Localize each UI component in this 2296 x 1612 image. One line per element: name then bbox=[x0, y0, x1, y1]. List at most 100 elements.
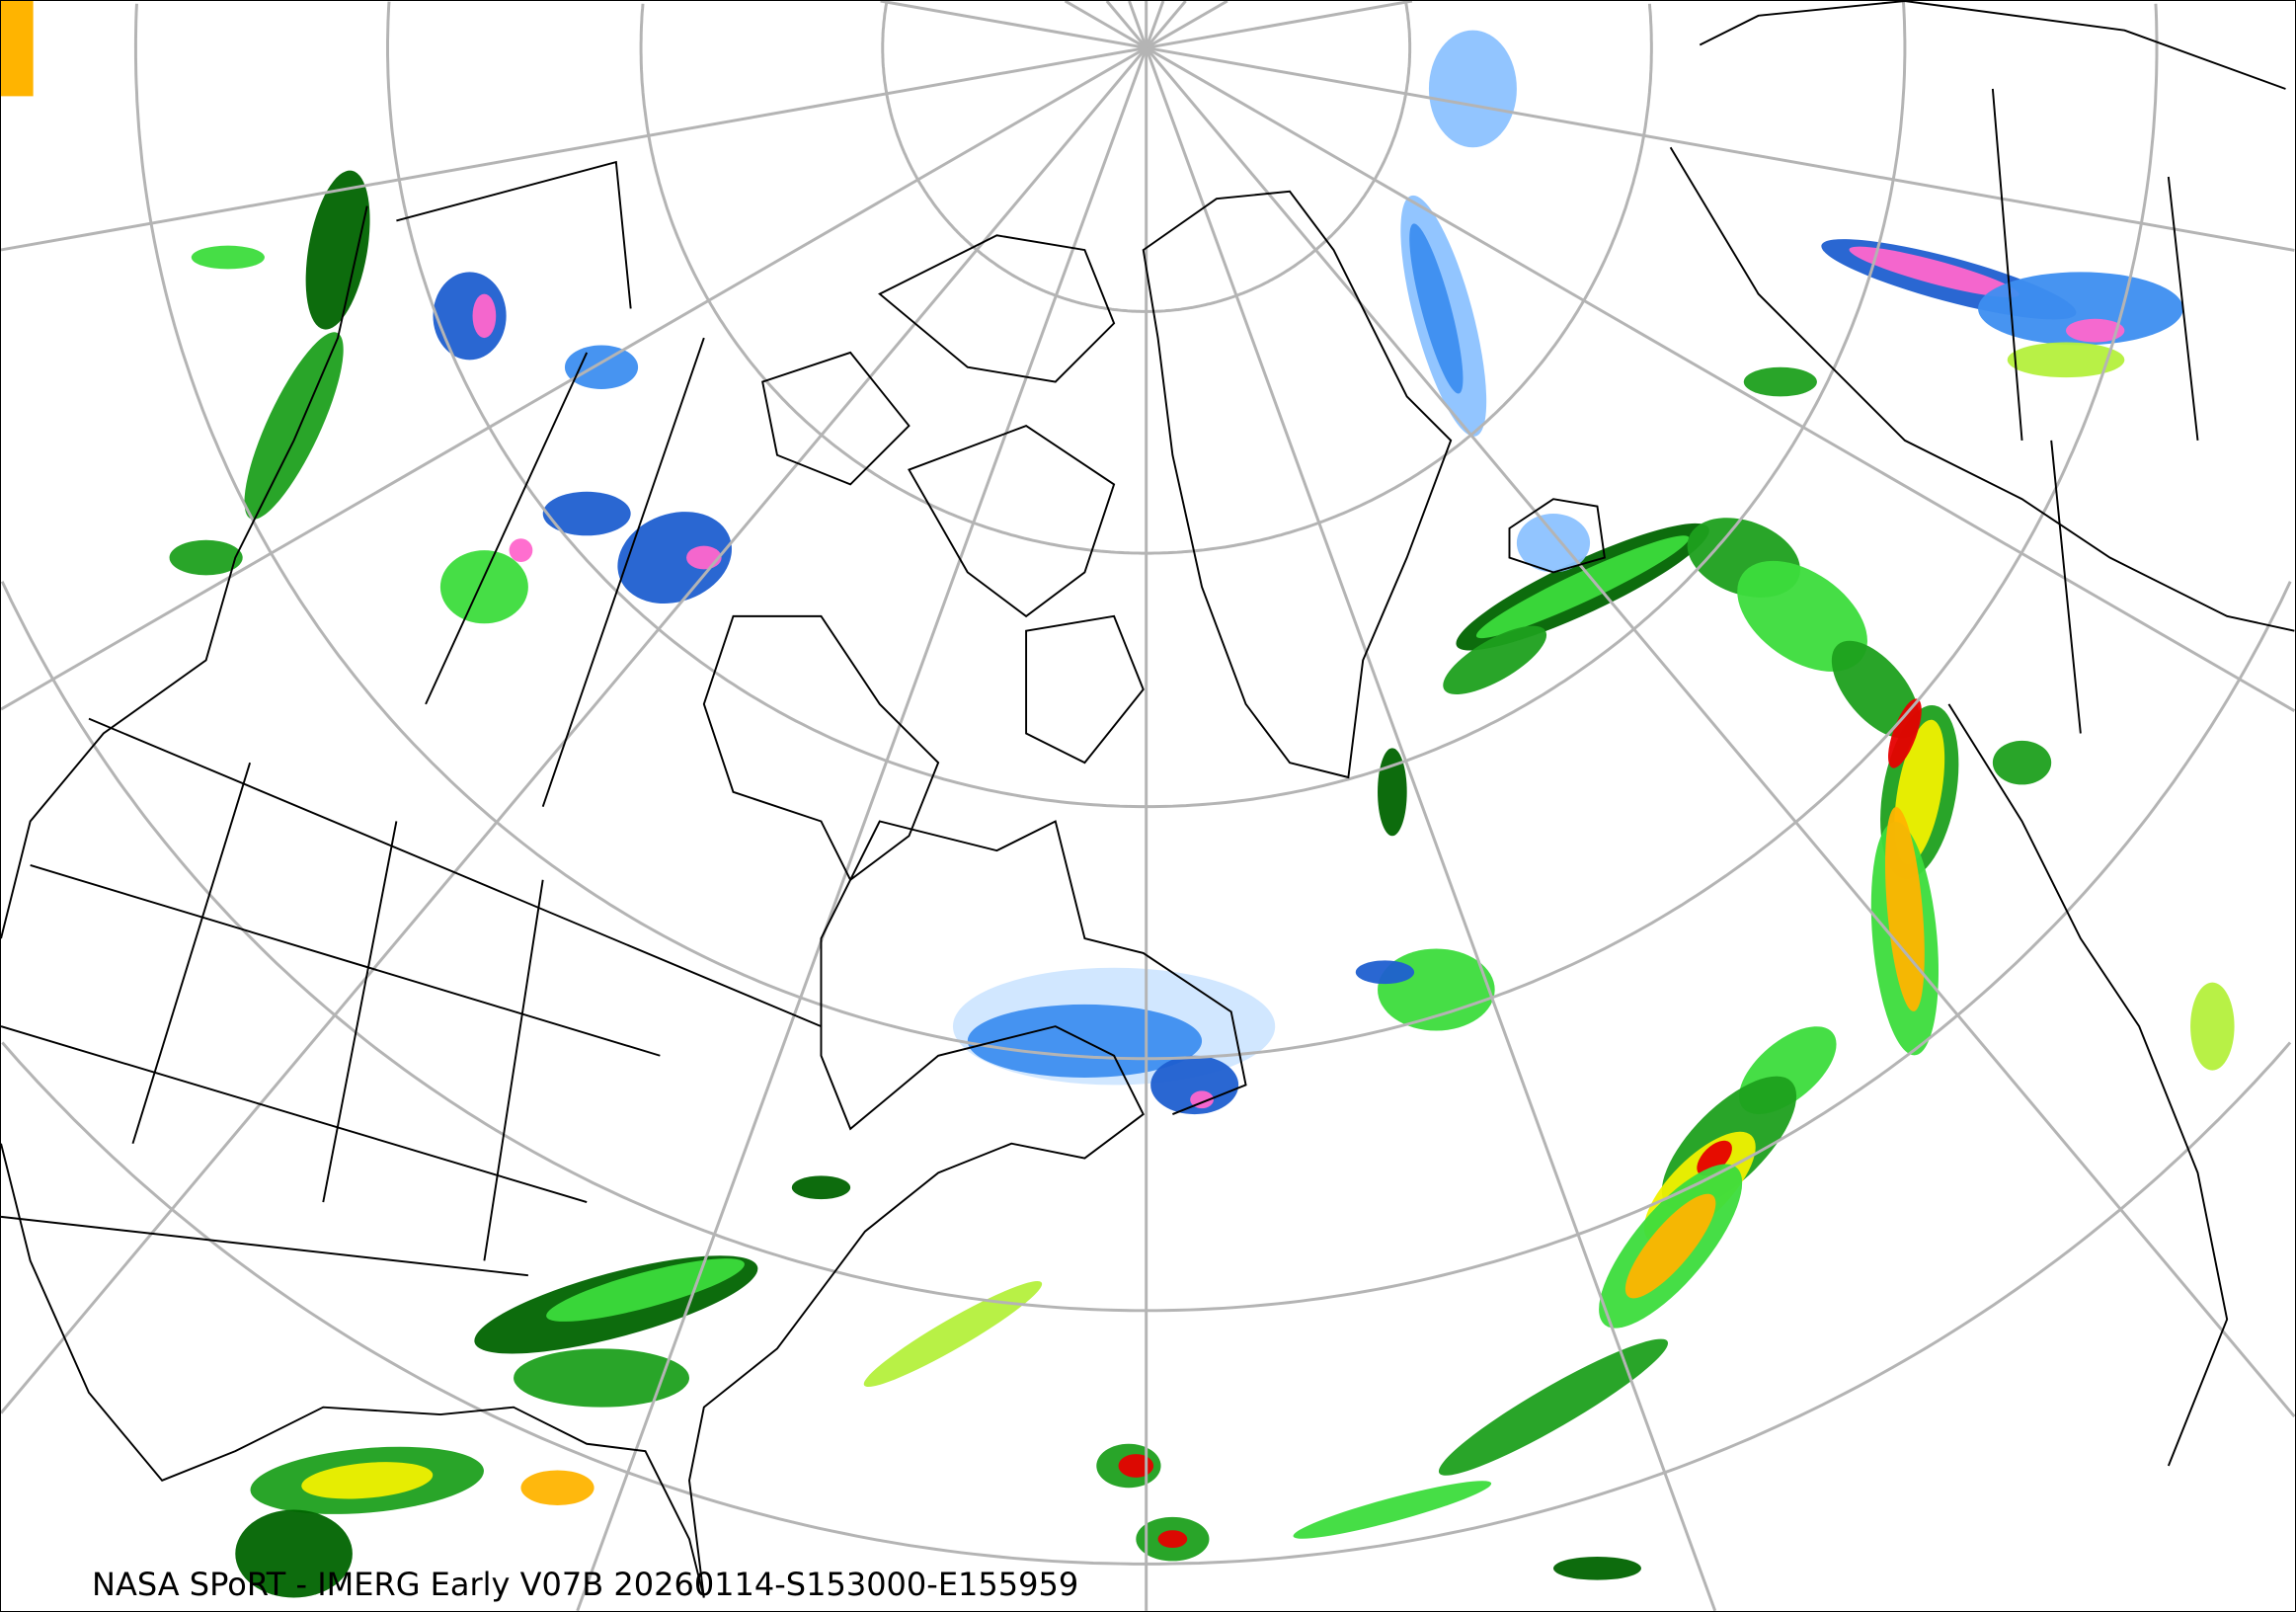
precipitation-area bbox=[1884, 807, 1925, 1011]
precipitation-area bbox=[472, 293, 497, 339]
precipitation-area bbox=[1, 1, 34, 97]
coastline-segment bbox=[131, 762, 252, 1145]
meridian-line bbox=[1145, 46, 1717, 1611]
coastline-segment bbox=[30, 864, 661, 1057]
coastline-segment bbox=[1, 1025, 588, 1203]
precipitation-area bbox=[514, 1348, 690, 1408]
latitude-circle bbox=[1146, 1, 1907, 809]
precipitation-area bbox=[1409, 223, 1464, 394]
precipitation-area bbox=[1737, 560, 1867, 672]
latitude-circle bbox=[386, 1, 1147, 809]
coastline-segment bbox=[396, 160, 632, 309]
coastline-segment bbox=[1, 1215, 528, 1277]
precipitation-area bbox=[2066, 318, 2125, 343]
precipitation-area bbox=[542, 491, 631, 536]
meridian-line bbox=[1105, 1, 1148, 49]
coastline-segment bbox=[1669, 146, 2295, 632]
precipitation-area bbox=[191, 245, 265, 270]
precipitation-area bbox=[1475, 535, 1690, 639]
latitude-circle bbox=[881, 1, 1147, 313]
coastline-segment bbox=[322, 821, 398, 1203]
precipitation-area bbox=[1118, 1454, 1154, 1478]
precipitation-area bbox=[863, 1281, 1043, 1388]
precipitation-layer bbox=[1, 1, 2235, 1598]
meridian-line bbox=[1064, 1, 1148, 49]
meridian-line bbox=[1146, 45, 2295, 252]
precipitation-area bbox=[1992, 740, 2052, 785]
coastline-segment bbox=[1991, 88, 2199, 734]
meridian-line bbox=[1, 46, 1148, 1414]
latitude-circle bbox=[1146, 3, 1653, 555]
precipitation-area bbox=[520, 1470, 594, 1506]
meridian-line bbox=[1145, 1, 1187, 49]
coastline-segment bbox=[88, 717, 822, 1027]
meridian-line bbox=[1145, 46, 2295, 712]
map-caption: NASA SPoRT - IMERG Early V07B 20260114-S… bbox=[92, 1566, 1079, 1603]
precipitation-area bbox=[1888, 698, 1922, 768]
precipitation-area bbox=[169, 539, 243, 576]
precipitation-area bbox=[1849, 246, 2019, 298]
precipitation-area bbox=[1428, 30, 1517, 148]
precipitation-area bbox=[433, 272, 507, 361]
meridian-line bbox=[1, 45, 1147, 252]
precipitation-area bbox=[1355, 960, 1415, 985]
precipitation-area bbox=[1293, 1481, 1492, 1539]
precipitation-area bbox=[1438, 1338, 1669, 1476]
meridian-line bbox=[1145, 1, 1165, 48]
meridian-line bbox=[880, 1, 1147, 49]
precipitation-area bbox=[1697, 1140, 1732, 1176]
precipitation-area bbox=[301, 1462, 434, 1499]
precipitation-area bbox=[1978, 272, 2183, 346]
precipitation-area bbox=[244, 332, 344, 520]
coastline-segment bbox=[1025, 614, 1145, 765]
precipitation-area bbox=[1743, 366, 1817, 397]
meridian-line bbox=[576, 46, 1148, 1611]
precipitation-area bbox=[617, 512, 732, 604]
coastline-segment bbox=[1142, 190, 1453, 779]
precipitation-area bbox=[509, 538, 533, 562]
precipitation-area bbox=[1624, 1193, 1716, 1299]
latitude-circle bbox=[1146, 1041, 2292, 1566]
precipitation-area bbox=[2007, 342, 2125, 378]
meridian-line bbox=[1, 46, 1148, 711]
precipitation-area bbox=[2190, 982, 2235, 1071]
meridian-line bbox=[1145, 46, 2295, 1417]
precipitation-area bbox=[1443, 625, 1547, 695]
precipitation-area bbox=[791, 1175, 851, 1200]
coastline-segment bbox=[483, 879, 544, 1261]
latitude-circle bbox=[1, 581, 1147, 1313]
precipitation-area bbox=[1831, 640, 1920, 739]
meridian-line bbox=[1128, 1, 1148, 48]
precipitation-area bbox=[564, 345, 639, 389]
latitude-circle bbox=[639, 3, 1147, 555]
coastline-segment bbox=[688, 820, 1247, 1598]
precipitation-area bbox=[1552, 1556, 1641, 1580]
coastline-segment bbox=[761, 351, 910, 486]
precipitation-area bbox=[1150, 1055, 1239, 1115]
latitude-circle bbox=[1, 1041, 1147, 1566]
coastline-segment bbox=[1, 205, 368, 939]
coastline-segment bbox=[702, 614, 940, 882]
meridian-line bbox=[1145, 1, 1228, 49]
latitude-circle bbox=[133, 3, 1147, 1061]
coastline-segment bbox=[1508, 498, 1606, 574]
precipitation-area bbox=[1157, 1530, 1188, 1549]
precipitation-area bbox=[686, 545, 722, 570]
precipitation-area bbox=[1516, 514, 1591, 573]
precipitation-area bbox=[439, 550, 528, 624]
latitude-circle bbox=[1146, 581, 2292, 1313]
precipitation-area bbox=[235, 1509, 353, 1598]
precipitation-area bbox=[546, 1258, 745, 1322]
coastline-segment bbox=[425, 352, 589, 705]
coastline-segment bbox=[1699, 1, 2286, 90]
precipitation-area bbox=[1378, 748, 1407, 837]
latitude-circle bbox=[1146, 1, 1412, 313]
latitude-circle bbox=[1146, 3, 2159, 1061]
coastline-segment bbox=[541, 337, 705, 807]
coastline-segment bbox=[908, 424, 1116, 618]
precipitation-area bbox=[305, 170, 370, 330]
